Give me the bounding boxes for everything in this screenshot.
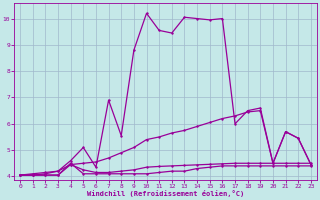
X-axis label: Windchill (Refroidissement éolien,°C): Windchill (Refroidissement éolien,°C)	[87, 190, 244, 197]
